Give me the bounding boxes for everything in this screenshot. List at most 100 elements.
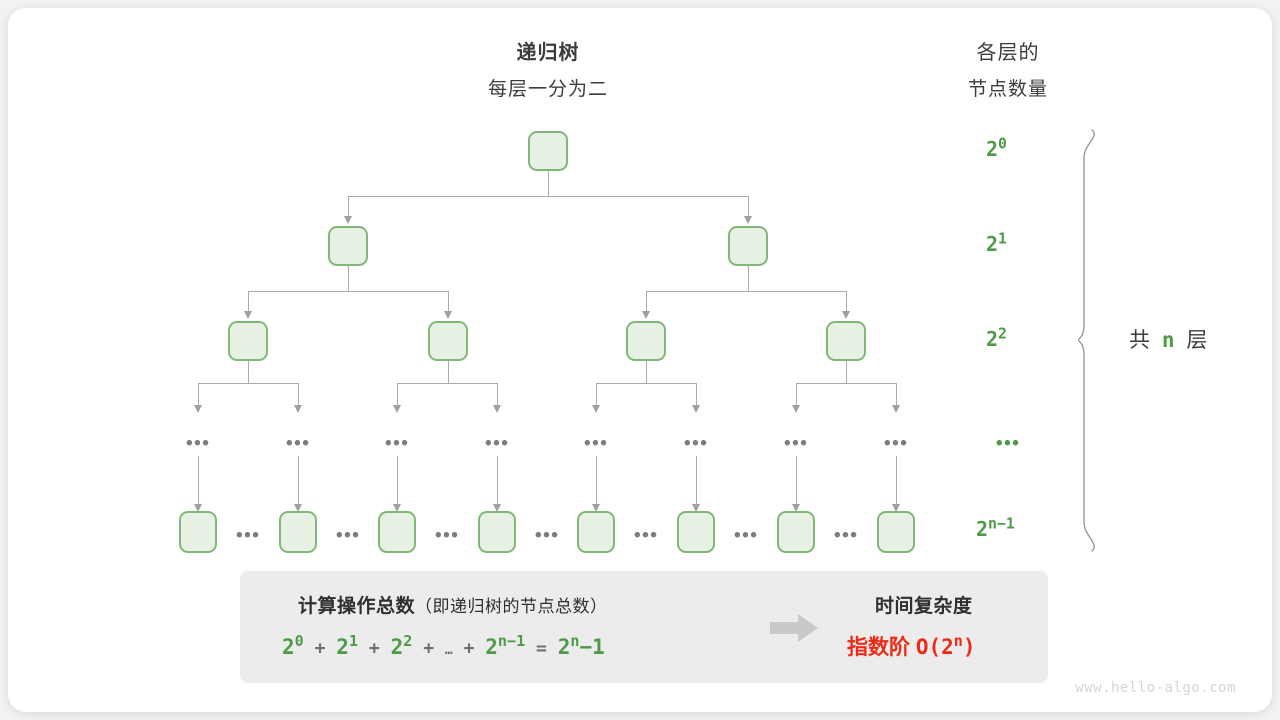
connector-arrow	[492, 405, 501, 413]
connector-line	[748, 266, 749, 291]
formula-ellipsis: …	[444, 643, 453, 658]
tree-node-L2-3	[826, 321, 866, 361]
connector-line	[248, 291, 448, 292]
formula-term-1-exp: 0	[294, 632, 304, 650]
level-count-1-base: 2	[986, 232, 999, 256]
formula-plus-1: +	[314, 638, 326, 659]
formula-result-exp: n	[570, 632, 580, 650]
tree-ellipsis-L3-5: •••	[684, 433, 709, 454]
connector-arrow	[193, 504, 202, 512]
tree-node-L4-3	[478, 511, 516, 553]
connector-arrow	[392, 405, 401, 413]
formula-term-4-exp: n−1	[497, 632, 526, 650]
complexity-value: 指数阶 O(2n)	[847, 633, 976, 659]
connector-line	[796, 383, 896, 384]
right-column-title: 各层的	[976, 42, 1040, 64]
watermark: www.hello-algo.com	[1075, 680, 1236, 696]
total-levels-prefix: 共	[1129, 329, 1153, 352]
connector-arrow	[443, 311, 452, 319]
formula-result-tail: −1	[579, 635, 605, 659]
tree-ellipsis-L3-0: •••	[186, 433, 211, 454]
connector-line	[796, 383, 797, 405]
tree-ellipsis-L3-7: •••	[884, 433, 909, 454]
connector-line	[348, 196, 349, 216]
tree-ellipsis-L4-5: •••	[734, 525, 759, 546]
tree-node-L4-1	[279, 511, 317, 553]
complexity-order-label: 指数阶	[847, 636, 910, 659]
connector-arrow	[743, 216, 752, 224]
level-count-2-exponent: 2	[998, 325, 1007, 343]
tree-node-L1-0	[328, 226, 368, 266]
tree-ellipsis-L4-2: •••	[435, 525, 460, 546]
level-count-2-base: 2	[986, 327, 999, 351]
complexity-title: 时间复杂度	[875, 596, 973, 617]
operations-count-title: 计算操作总数（即递归树的节点总数）	[298, 597, 608, 616]
connector-line	[248, 291, 249, 311]
connector-arrow	[841, 311, 850, 319]
level-count-4-exponent: n−1	[988, 515, 1015, 533]
connector-line	[298, 456, 299, 504]
connector-line	[748, 196, 749, 216]
connector-arrow	[691, 405, 700, 413]
page-subtitle: 每层一分为二	[487, 79, 608, 100]
connector-line	[846, 361, 847, 383]
connector-line	[198, 383, 298, 384]
total-levels-label: 共 n 层	[1129, 328, 1211, 352]
level-count-2: 22	[986, 326, 1007, 351]
formula-term-3-exp: 2	[403, 632, 413, 650]
connector-line	[548, 171, 549, 196]
connector-arrow	[591, 405, 600, 413]
connector-arrow	[641, 311, 650, 319]
level-count-0: 20	[986, 136, 1007, 159]
connector-line	[198, 456, 199, 504]
connector-arrow	[691, 504, 700, 512]
diagram-card: 递归树 每层一分为二 各层的 节点数量	[8, 8, 1272, 712]
tree-node-L2-2	[626, 321, 666, 361]
connector-line	[198, 383, 199, 405]
tree-node-L4-4	[577, 511, 615, 553]
tree-ellipsis-L4-1: •••	[336, 525, 361, 546]
level-count-1: 21	[986, 231, 1007, 256]
connector-line	[448, 291, 449, 311]
connector-line	[896, 456, 897, 504]
tree-ellipsis-L3-1: •••	[286, 433, 311, 454]
formula-plus-3: +	[423, 638, 435, 659]
tree-ellipsis-L3-6: •••	[784, 433, 809, 454]
connector-line	[448, 361, 449, 383]
level-count-0-exponent: 0	[998, 135, 1007, 153]
formula-term-1: 2	[282, 635, 295, 659]
connector-arrow	[343, 216, 352, 224]
tree-ellipsis-L4-4: •••	[634, 525, 659, 546]
tree-ellipsis-L3-2: •••	[385, 433, 410, 454]
connector-line	[646, 291, 647, 311]
tree-node-L4-5	[677, 511, 715, 553]
complexity-exponent: n	[953, 632, 963, 650]
summary-panel: 计算操作总数（即递归树的节点总数） 20 + 21 + 22 + … + 2n−…	[240, 571, 1048, 683]
tree-ellipsis-L4-0: •••	[236, 525, 261, 546]
connector-arrow	[392, 504, 401, 512]
connector-line	[497, 383, 498, 405]
tree-node-L0-0	[528, 131, 568, 171]
connector-line	[696, 383, 697, 405]
levels-brace	[1077, 128, 1114, 558]
right-column-subtitle: 节点数量	[967, 79, 1048, 100]
connector-arrow	[891, 405, 900, 413]
connector-arrow	[791, 504, 800, 512]
connector-arrow	[591, 504, 600, 512]
level-count-3-ellipsis: •••	[996, 433, 1021, 454]
connector-arrow	[492, 504, 501, 512]
connector-arrow	[891, 504, 900, 512]
tree-ellipsis-L3-3: •••	[485, 433, 510, 454]
connector-line	[896, 383, 897, 405]
connector-arrow	[293, 405, 302, 413]
tree-node-L1-1	[728, 226, 768, 266]
connector-line	[497, 456, 498, 504]
level-count-4-base: 2	[976, 517, 989, 541]
tree-node-L4-7	[877, 511, 915, 553]
formula-equals: =	[536, 638, 547, 659]
formula-term-3: 2	[390, 635, 404, 659]
connector-line	[696, 456, 697, 504]
tree-ellipsis-L3-4: •••	[584, 433, 609, 454]
total-levels-variable: n	[1161, 328, 1178, 352]
total-levels-suffix: 层	[1186, 329, 1211, 352]
